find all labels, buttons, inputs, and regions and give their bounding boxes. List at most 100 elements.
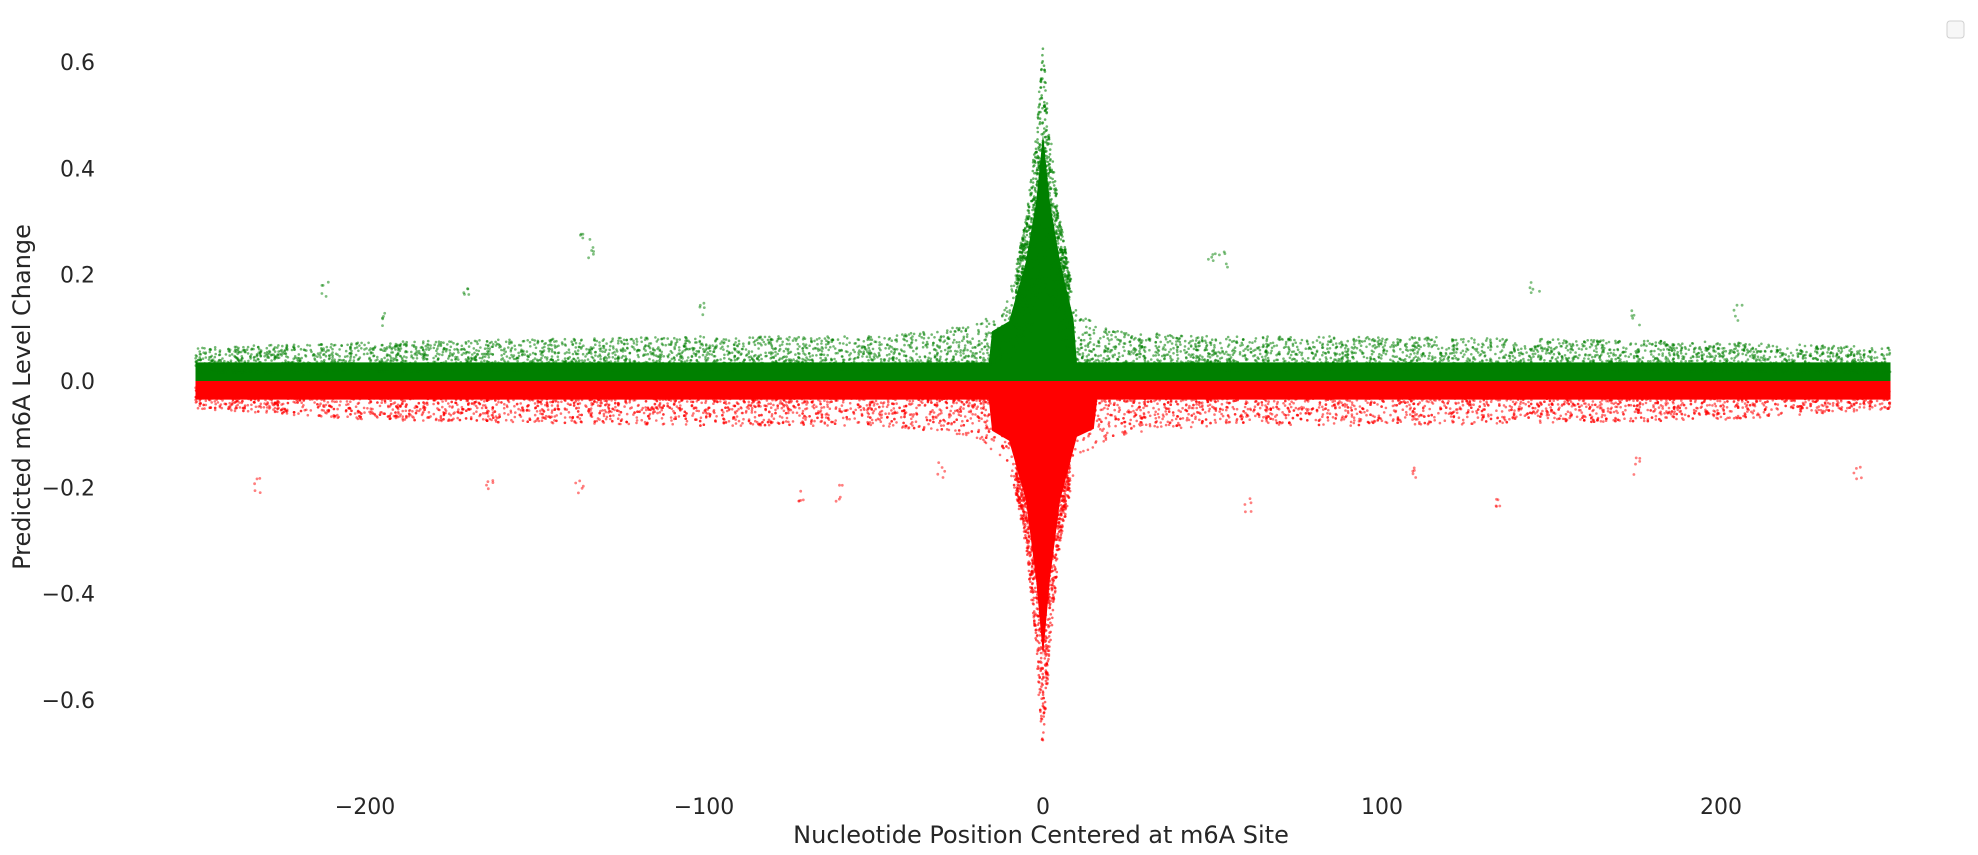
scatter-point [828,407,832,411]
scatter-point [241,394,244,398]
scatter-point [204,395,208,399]
scatter-point [1888,394,1891,397]
scatter-point [1365,413,1368,417]
scatter-point [961,419,964,423]
scatter-point [556,400,560,404]
scatter-point [439,394,443,398]
scatter-point [744,396,747,399]
scatter-point [1713,402,1717,406]
scatter-point [734,418,737,421]
scatter-point [247,392,250,396]
scatter-point [506,390,510,393]
scatter-point [1283,404,1287,407]
scatter-point [1354,407,1357,411]
scatter-point [1595,412,1598,415]
scatter-point [1601,413,1604,417]
scatter-point [1838,391,1842,395]
scatter-point [1868,405,1871,408]
scatter-point [419,407,422,411]
scatter-point [1084,397,1087,400]
scatter-point [757,394,760,397]
scatter-point [1139,416,1143,420]
scatter-point [832,397,836,401]
scatter-point [1039,573,1043,577]
scatter-point [1574,395,1578,399]
scatter-point [1730,393,1734,397]
scatter-point [730,408,734,411]
scatter-point [735,409,739,413]
scatter-point [1123,412,1126,416]
scatter-point [513,404,516,408]
scatter-point [1296,390,1300,394]
scatter-point [309,409,313,412]
scatter-point [1130,427,1133,430]
scatter-point [989,398,993,401]
scatter-point [1097,425,1100,428]
scatter-point [875,393,878,396]
scatter-point [1401,408,1405,412]
scatter-point [911,424,914,427]
scatter-point [968,401,971,405]
scatter-point [1873,404,1877,407]
scatter-point [975,436,979,440]
scatter-point [974,413,977,416]
scatter-point [617,390,621,393]
scatter-point [749,404,753,408]
scatter-point [1044,469,1047,472]
scatter-point [198,398,202,401]
scatter-point [203,407,206,410]
scatter-point [823,421,826,424]
scatter-point [815,405,818,409]
scatter-point [1009,403,1012,407]
scatter-point [379,411,382,414]
scatter-point [1205,424,1208,428]
scatter-point [741,411,744,415]
scatter-point [1626,396,1629,399]
scatter-point [1693,400,1697,404]
scatter-point [1144,423,1148,427]
scatter-point [1743,395,1747,398]
scatter-point [1041,470,1044,474]
scatter-point [1705,404,1709,407]
scatter-point [595,401,599,404]
scatter-point [1433,419,1436,422]
scatter-point [788,395,792,398]
scatter-point [1007,424,1010,428]
scatter-point [773,396,776,399]
scatter-point [769,420,772,423]
scatter-point [1001,423,1005,427]
scatter-point [369,410,373,413]
scatter-point [1714,389,1717,392]
scatter-point [338,403,341,407]
scatter-point [760,397,763,401]
scatter-point [1345,390,1349,394]
scatter-point [1825,399,1828,402]
scatter-point [678,400,681,404]
scatter-point [908,399,912,403]
scatter-point [497,398,500,401]
scatter-point [384,396,387,399]
scatter-point [1725,406,1729,409]
scatter-point [577,399,580,402]
scatter-point [408,395,411,399]
negative-points-series [194,381,1892,742]
scatter-point [813,419,816,423]
scatter-point [705,393,709,396]
scatter-point [1216,399,1220,403]
scatter-point [1466,393,1469,396]
scatter-point [1101,429,1104,433]
scatter-point [923,403,927,407]
scatter-point [1281,411,1284,414]
scatter-point [899,415,903,419]
scatter-point [387,397,390,401]
scatter-point [265,411,268,414]
scatter-point [475,410,478,414]
scatter-point [1821,411,1825,415]
scatter-point [1343,405,1347,408]
scatter-point [722,411,725,414]
scatter-point [366,407,369,410]
scatter-point [322,403,325,407]
scatter-point [878,413,882,417]
scatter-point [1376,403,1379,406]
scatter-point [1709,398,1712,401]
